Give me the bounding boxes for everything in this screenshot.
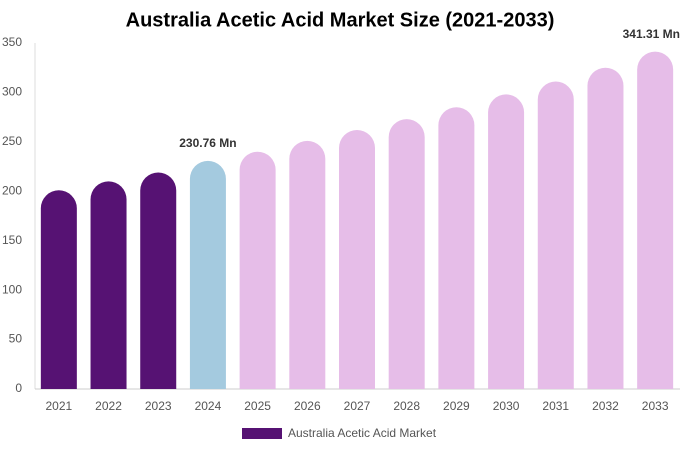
x-tick-label: 2024 [195, 399, 222, 413]
y-tick-label: 0 [15, 381, 22, 395]
bar [189, 160, 226, 389]
x-tick-label: 2032 [592, 399, 619, 413]
y-tick-label: 100 [2, 282, 22, 296]
y-tick-label: 350 [2, 35, 22, 49]
x-tick-label: 2033 [642, 399, 669, 413]
y-tick-label: 250 [2, 134, 22, 148]
x-tick-label: 2030 [493, 399, 520, 413]
x-tick-label: 2031 [542, 399, 569, 413]
bar [488, 94, 525, 389]
x-tick-label: 2022 [95, 399, 122, 413]
legend-label: Australia Acetic Acid Market [288, 426, 437, 440]
x-tick-label: 2025 [244, 399, 271, 413]
x-tick-label: 2023 [145, 399, 172, 413]
bar [438, 107, 475, 389]
value-label: 341.31 Mn [623, 27, 680, 41]
bar [289, 140, 326, 389]
value-label: 230.76 Mn [179, 136, 236, 150]
x-tick-label: 2029 [443, 399, 470, 413]
legend-swatch [242, 428, 282, 439]
bar [239, 151, 276, 389]
chart-title: Australia Acetic Acid Market Size (2021-… [126, 9, 555, 31]
bar [637, 51, 674, 389]
y-tick-label: 300 [2, 85, 22, 99]
bar [388, 119, 425, 389]
bar [140, 172, 177, 389]
bar [40, 190, 77, 389]
x-tick-label: 2028 [393, 399, 420, 413]
y-tick-label: 50 [9, 332, 23, 346]
bar [339, 129, 375, 389]
bar [537, 81, 574, 389]
x-tick-label: 2021 [45, 399, 72, 413]
bar [587, 67, 624, 389]
x-tick-label: 2027 [344, 399, 371, 413]
bar [90, 181, 127, 389]
y-tick-label: 200 [2, 183, 22, 197]
y-tick-label: 150 [2, 233, 22, 247]
x-tick-label: 2026 [294, 399, 321, 413]
